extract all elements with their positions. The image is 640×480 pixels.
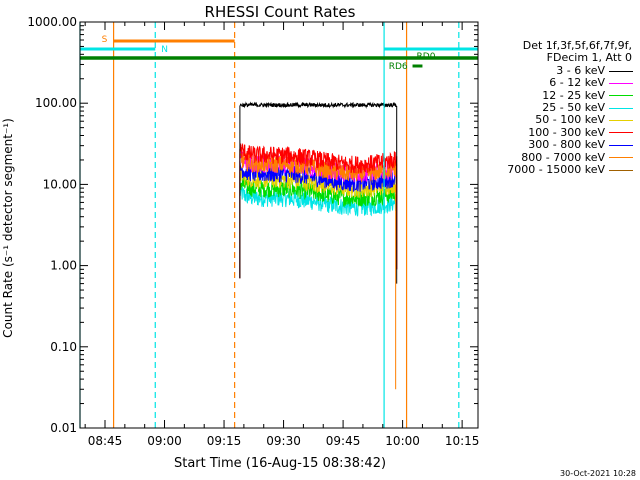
legend-entry: 3 - 6 keV <box>478 63 636 77</box>
legend-swatch <box>609 132 633 134</box>
x-tick-label: 09:45 <box>326 434 361 448</box>
plot-frame <box>79 21 479 429</box>
legend-label: 12 - 25 keV <box>542 88 605 102</box>
series-layer <box>239 101 398 390</box>
legend-header-2: FDecim 1, Att 0 <box>546 51 632 65</box>
legend-swatch <box>609 107 633 109</box>
series-line-5 <box>239 142 398 279</box>
legend-swatch <box>609 169 633 171</box>
legend-header-1: Det 1f,3f,5f,6f,7f,9f, <box>522 39 632 52</box>
legend: Det 1f,3f,5f,6f,7f,9f, FDecim 1, Att 0 3… <box>478 39 636 177</box>
legend-entry: 25 - 50 keV <box>478 100 636 114</box>
legend-label: 6 - 12 keV <box>549 76 605 90</box>
annotation-layer: S N RD6 RD0 <box>79 22 478 428</box>
legend-swatch <box>609 82 633 84</box>
legend-label: 50 - 100 keV <box>535 113 605 127</box>
saa-label: S <box>102 35 108 45</box>
series-line-0 <box>239 101 398 284</box>
legend-swatch <box>609 144 633 146</box>
y-tick-label: 1.00 <box>50 259 77 273</box>
legend-label: 7000 - 15000 keV <box>507 162 605 176</box>
x-tick-label: 09:00 <box>147 434 182 448</box>
legend-swatch <box>609 95 633 97</box>
legend-entry: 6 - 12 keV <box>478 76 636 90</box>
legend-label: 800 - 7000 keV <box>521 150 605 164</box>
x-tick-label: 09:15 <box>207 434 242 448</box>
legend-entry: 12 - 25 keV <box>478 88 636 102</box>
y-tick-label: 100.00 <box>35 96 77 110</box>
legend-swatch <box>609 157 633 159</box>
x-tick-label: 10:15 <box>445 434 480 448</box>
y-axis-label: Count Rate (s⁻¹ detector segment⁻¹) <box>1 118 15 338</box>
rd0-label: RD0 <box>417 52 436 62</box>
legend-swatch <box>609 70 633 72</box>
axes-layer: 0.01 0.10 1.00 10.00 100.00 1000.00 08:45 09:00… <box>27 15 479 448</box>
y-tick-label: 1000.00 <box>27 15 77 29</box>
legend-entry: 800 - 7000 keV <box>478 150 636 164</box>
y-tick-label: 0.01 <box>50 421 77 435</box>
night-label: N <box>161 45 168 55</box>
x-axis-label: Start Time (16-Aug-15 08:38:42) <box>174 456 386 471</box>
chart-title: RHESSI Count Rates <box>205 3 356 21</box>
legend-label: 300 - 800 keV <box>528 138 605 152</box>
legend-label: 100 - 300 keV <box>528 125 605 139</box>
legend-label: 25 - 50 keV <box>542 100 605 114</box>
series-line-4 <box>239 165 398 279</box>
footer-date: 30-Oct-2021 10:28 <box>560 469 636 478</box>
x-tick-label: 10:00 <box>385 434 420 448</box>
legend-entry: 300 - 800 keV <box>478 138 636 152</box>
x-tick-label: 09:30 <box>266 434 301 448</box>
legend-entry: 100 - 300 keV <box>478 125 636 139</box>
legend-entry: 7000 - 15000 keV <box>478 162 636 176</box>
legend-entry: 50 - 100 keV <box>478 113 636 127</box>
legend-entries: 3 - 6 keV 6 - 12 keV 12 - 25 keV 25 - 50 ke… <box>478 63 636 177</box>
y-tick-label: 10.00 <box>43 177 77 191</box>
x-tick-label: 08:45 <box>88 434 123 448</box>
legend-label: 3 - 6 keV <box>556 63 605 77</box>
rd6-label: RD6 <box>389 62 408 72</box>
y-tick-label: 0.10 <box>50 340 77 354</box>
legend-swatch <box>609 120 633 122</box>
